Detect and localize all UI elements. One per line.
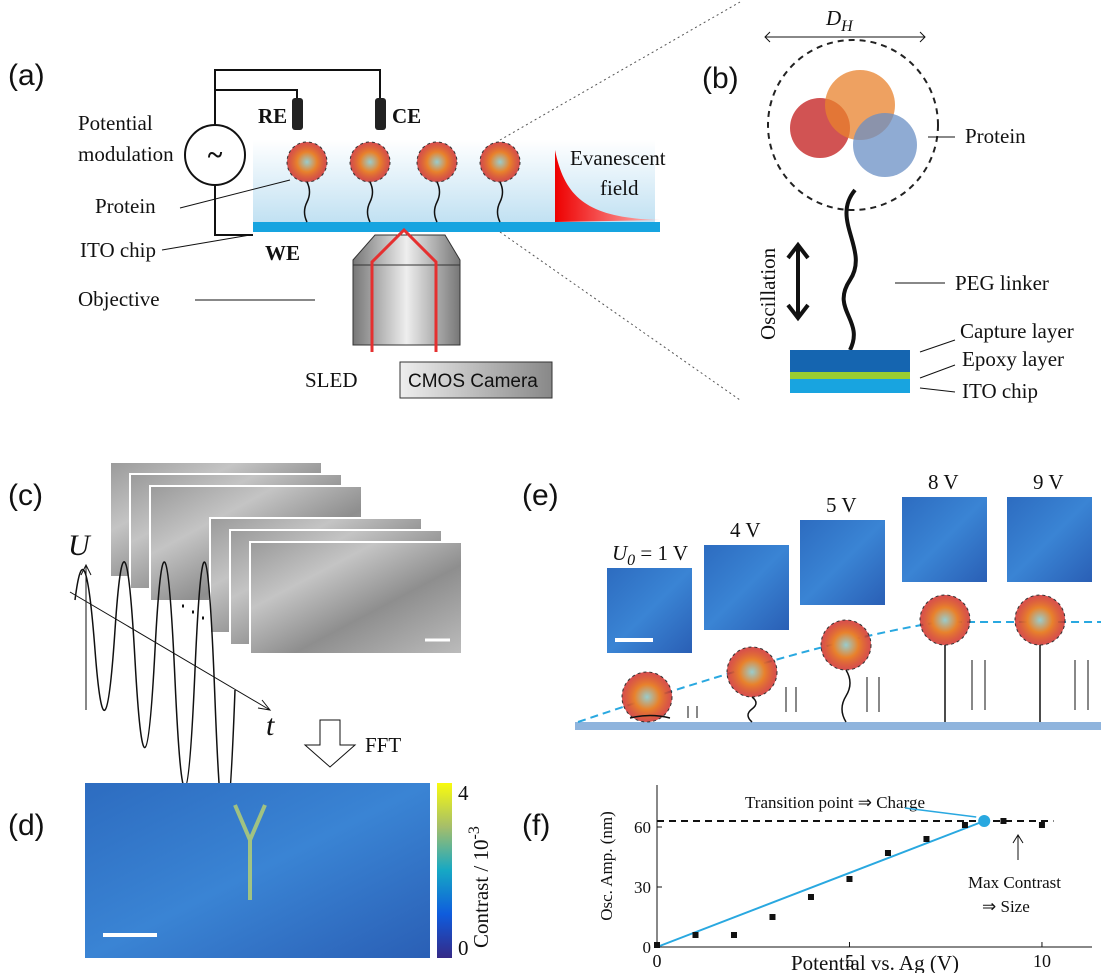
oscillation-label: Oscillation xyxy=(756,247,780,340)
data-point xyxy=(962,822,968,828)
linker-label: PEG linker xyxy=(955,271,1049,295)
oscillation-arrow xyxy=(788,245,808,318)
panel-label: (c) xyxy=(8,479,43,512)
y-tick-label: 0 xyxy=(643,938,652,957)
fft-arrow xyxy=(305,720,355,767)
panel-d: (d) 4 0 Contrast / 10-3 xyxy=(8,781,493,960)
annotation: Max Contrast⇒ Size xyxy=(968,873,1061,916)
fft-label: FFT xyxy=(365,733,401,757)
data-point xyxy=(808,894,814,900)
image-8v xyxy=(902,497,987,582)
potential-label: U0 = 1 V xyxy=(612,541,688,569)
y-tick-label: 30 xyxy=(634,878,651,897)
ce-label: CE xyxy=(392,104,421,128)
transition-arrow xyxy=(905,808,976,817)
layer-label: Epoxy layer xyxy=(962,347,1064,371)
capture-layer xyxy=(790,350,910,372)
colorbar-title: Contrast / 10-3 xyxy=(466,826,493,948)
substrate xyxy=(575,722,1101,730)
y-axis-label: Osc. Amp. (nm) xyxy=(597,811,616,921)
data-point xyxy=(692,932,698,938)
protein xyxy=(821,620,871,670)
x-tick-label: 10 xyxy=(1033,951,1051,971)
potential-label: 4 V xyxy=(730,518,761,542)
protein xyxy=(480,142,520,182)
panel-c: (c) U t FFT xyxy=(8,462,462,828)
chip-label: ITO chip xyxy=(80,238,156,262)
re-label: RE xyxy=(258,104,287,128)
data-point xyxy=(769,914,775,920)
panel-e: (e) U0 = 1 V 4 V 5 V 8 V 9 V xyxy=(522,470,1101,730)
x-axis-label: Potential vs. Ag (V) xyxy=(791,951,959,973)
re-electrode xyxy=(292,98,303,130)
protein-label: Protein xyxy=(95,194,156,218)
protein xyxy=(622,672,672,722)
protein xyxy=(287,142,327,182)
y-tick-label: 60 xyxy=(634,818,651,837)
colorbar xyxy=(437,783,452,958)
data-point xyxy=(923,836,929,842)
data-point xyxy=(846,876,852,882)
epoxy-layer xyxy=(790,372,910,379)
panel-label: (e) xyxy=(522,479,559,512)
colorbar-max: 4 xyxy=(458,781,469,805)
panel-label: (f) xyxy=(522,809,550,842)
image-4v xyxy=(704,545,789,630)
protein xyxy=(920,595,970,645)
ito-chip xyxy=(253,222,660,232)
protein-label: Protein xyxy=(965,124,1026,148)
contrast-image xyxy=(85,783,430,958)
u-label: U xyxy=(68,529,92,562)
protein xyxy=(727,647,777,697)
sled-label: SLED xyxy=(305,368,358,392)
data-point xyxy=(885,850,891,856)
data-point xyxy=(731,932,737,938)
image-9v xyxy=(1007,497,1092,582)
panel-label: (b) xyxy=(702,62,739,95)
source-symbol: ~ xyxy=(208,140,223,171)
potential-label: 8 V xyxy=(928,470,959,494)
camera-label: CMOS Camera xyxy=(408,371,538,392)
t-label: t xyxy=(266,709,275,742)
ellipsis xyxy=(182,606,204,618)
x-tick-label: 0 xyxy=(653,951,662,971)
data-point xyxy=(654,942,660,948)
protein xyxy=(1015,595,1065,645)
potential-label: 5 V xyxy=(826,493,857,517)
protein xyxy=(350,142,390,182)
layer-label: Capture layer xyxy=(960,319,1074,343)
we-label: WE xyxy=(265,241,300,265)
data-point xyxy=(1039,822,1045,828)
annotation-arrow xyxy=(1013,835,1023,860)
size-label: DH xyxy=(825,6,854,35)
potential-label: 9 V xyxy=(1033,470,1064,494)
panel-label: (a) xyxy=(8,59,45,92)
transition-label: Transition point ⇒ Charge xyxy=(745,793,925,812)
transition-point xyxy=(978,815,990,827)
panel-label: (d) xyxy=(8,809,45,842)
panel-b: (b) DH Oscillation Protein PEG linker Ca… xyxy=(702,6,1074,403)
figure: (a) ~ RE CE CMOS Camera SLED Potentialmo… xyxy=(0,0,1101,973)
data-point xyxy=(1000,818,1006,824)
objective-label: Objective xyxy=(78,287,160,311)
peg-linker xyxy=(844,190,856,350)
protein-domain xyxy=(853,113,917,177)
ce-electrode xyxy=(375,98,386,130)
frame xyxy=(250,542,462,654)
layer-label: ITO chip xyxy=(962,379,1038,403)
protein xyxy=(417,142,457,182)
colorbar-min: 0 xyxy=(458,936,469,960)
objective xyxy=(353,235,460,345)
panel-a: (a) ~ RE CE CMOS Camera SLED Potentialmo… xyxy=(8,2,740,400)
image-5v xyxy=(800,520,885,605)
fit-line xyxy=(657,821,984,947)
x-tick-label: 5 xyxy=(845,951,854,971)
ito-layer xyxy=(790,379,910,393)
panel-f: (f) Potential vs. Ag (V) Osc. Amp. (nm) … xyxy=(522,785,1092,973)
